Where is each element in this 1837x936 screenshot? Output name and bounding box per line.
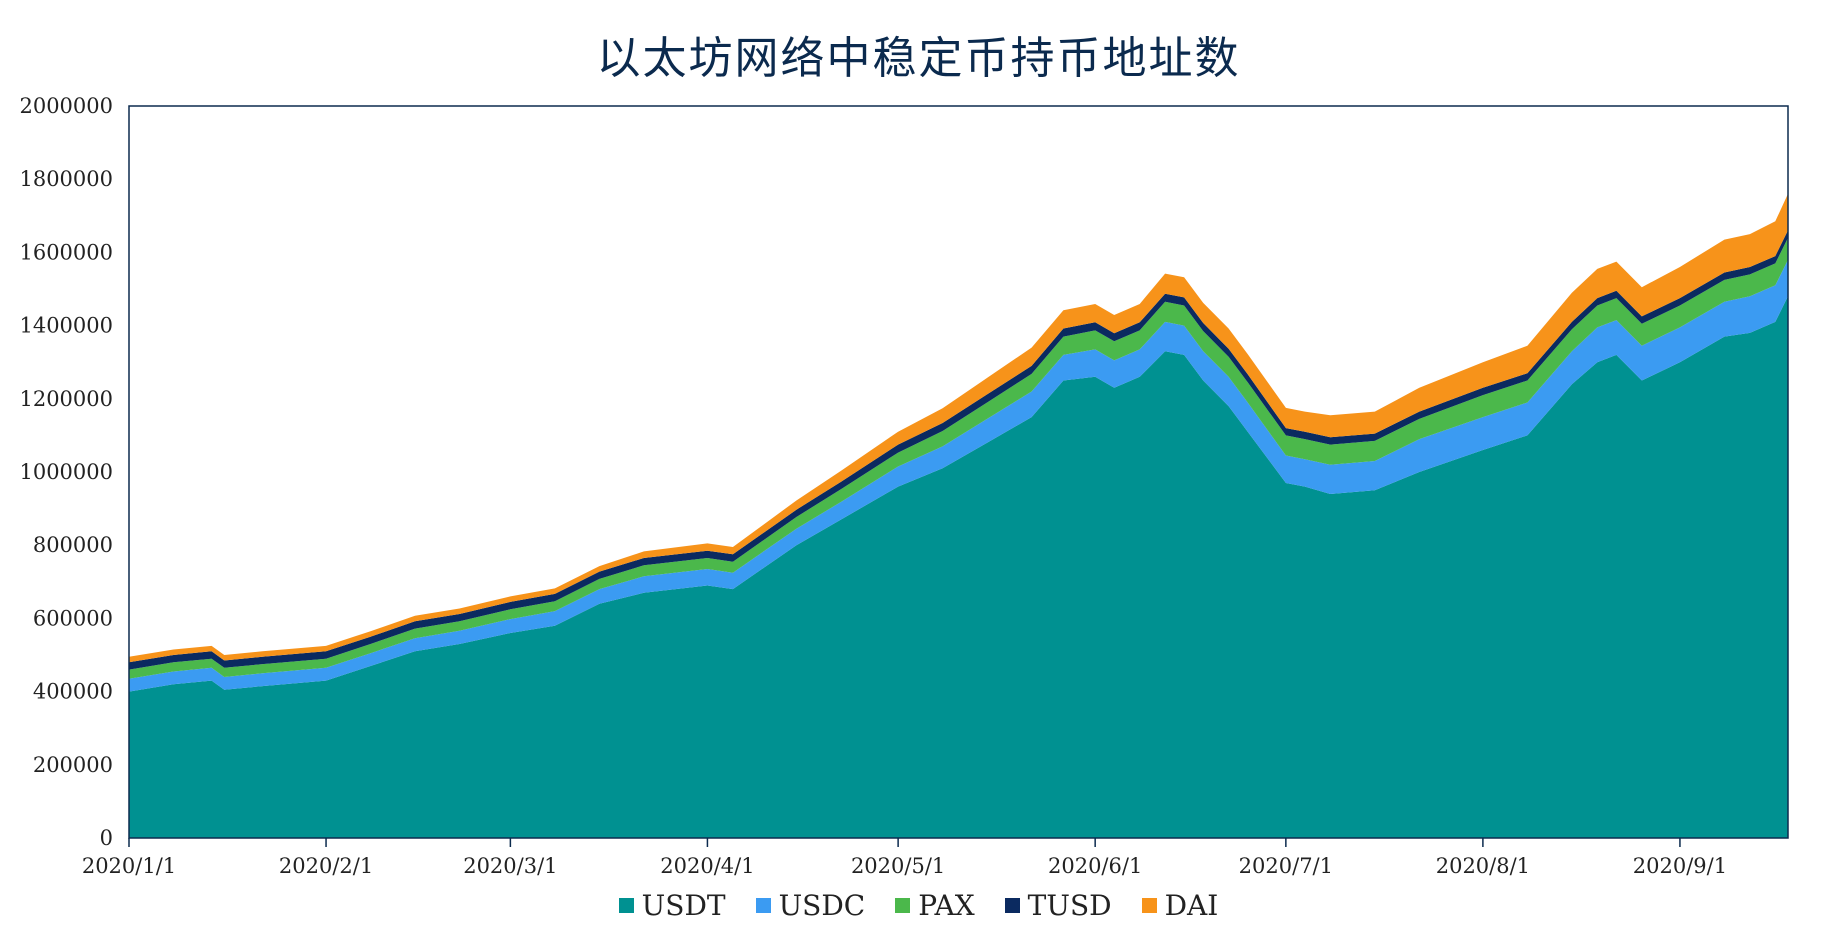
y-tick-label: 200000 <box>33 753 113 777</box>
x-tick-label: 2020/4/1 <box>660 854 754 878</box>
x-tick-label: 2020/3/1 <box>463 854 557 878</box>
legend-swatch <box>755 898 771 913</box>
y-axis: 0 200000 400000 600000 800000 1000000 1200000 1… <box>19 94 113 850</box>
legend: USDT USDC PAX TUSD DAI <box>0 889 1837 922</box>
x-tick-label: 2020/6/1 <box>1048 854 1142 878</box>
legend-item-dai: DAI <box>1141 889 1219 922</box>
x-tick-label: 2020/9/1 <box>1633 854 1727 878</box>
legend-label: PAX <box>918 889 975 922</box>
y-tick-label: 600000 <box>33 606 113 630</box>
y-tick-label: 800000 <box>33 533 113 557</box>
x-tick-label: 2020/5/1 <box>851 854 945 878</box>
x-axis: 2020/1/1 2020/2/1 2020/3/1 2020/4/1 2020/5/1… <box>82 838 1727 878</box>
legend-label: DAI <box>1164 889 1219 922</box>
chart-title: 以太坊网络中稳定币持币地址数 <box>596 33 1241 84</box>
legend-label: TUSD <box>1027 889 1112 922</box>
area-usdt <box>129 296 1788 838</box>
legend-item-usdc: USDC <box>755 889 866 922</box>
legend-label: USDC <box>778 889 866 922</box>
y-tick-label: 0 <box>100 826 113 850</box>
plot-frame <box>128 105 1789 839</box>
legend-swatch <box>1004 898 1020 913</box>
legend-item-usdt: USDT <box>618 889 726 922</box>
y-tick-label: 1200000 <box>19 387 113 411</box>
x-tick-label: 2020/7/1 <box>1239 854 1333 878</box>
y-tick-label: 1800000 <box>19 167 113 191</box>
area-layers <box>129 193 1788 838</box>
y-tick-label: 1600000 <box>19 240 113 264</box>
y-tick-label: 2000000 <box>19 94 113 118</box>
x-tick-label: 2020/2/1 <box>279 854 373 878</box>
legend-item-tusd: TUSD <box>1004 889 1112 922</box>
legend-swatch <box>895 898 911 913</box>
x-tick-label: 2020/1/1 <box>82 854 176 878</box>
legend-item-pax: PAX <box>895 889 975 922</box>
y-tick-label: 1000000 <box>19 460 113 484</box>
legend-swatch <box>1141 898 1157 913</box>
legend-label: USDT <box>641 889 726 922</box>
y-tick-label: 400000 <box>33 680 113 704</box>
legend-swatch <box>618 898 634 913</box>
x-tick-label: 2020/8/1 <box>1436 854 1530 878</box>
y-tick-label: 1400000 <box>19 314 113 338</box>
